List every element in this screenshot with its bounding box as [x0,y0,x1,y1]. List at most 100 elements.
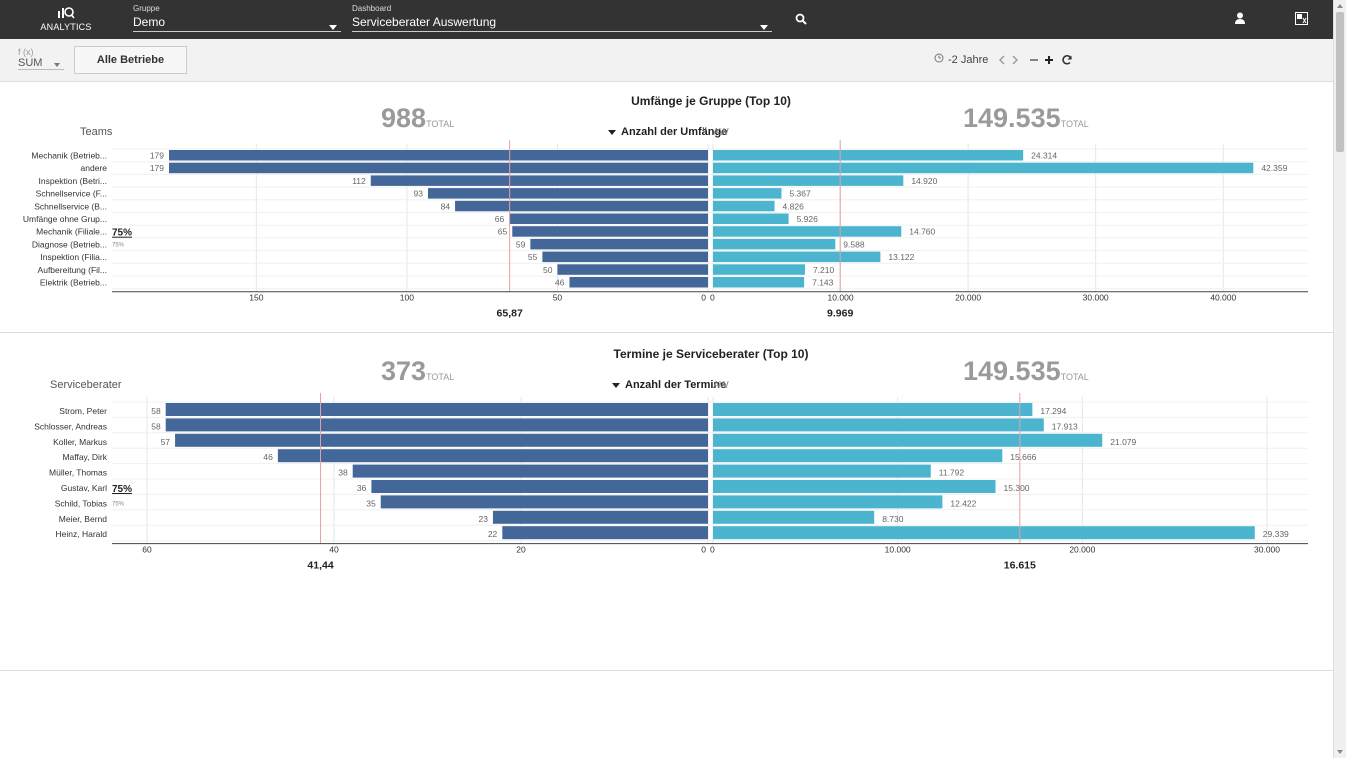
app-logo[interactable]: ANALYTICS [38,6,94,32]
period-label: -2 Jahre [948,53,989,66]
right-bar [713,226,902,237]
aggregate-select[interactable]: f (x) SUM [18,47,64,70]
left-tick-label: 0 [701,545,706,555]
right-tick-label: 0 [710,293,715,303]
dimension-label: Serviceberater [50,379,122,391]
category-label: Mechanik (Filiale... [36,227,107,237]
dashboard-select[interactable]: Dashboard Serviceberater Auswertung [352,4,772,32]
right-tick-label: 30.000 [1083,293,1109,303]
right-tick-label: 0 [710,545,715,555]
period-display[interactable]: -2 Jahre [934,53,988,66]
right-value-label: 15.300 [1004,483,1030,493]
category-label: Elektrik (Betrieb... [40,278,107,288]
right-bar [713,175,904,186]
category-label: andere [81,163,108,173]
scroll-up-icon[interactable] [1337,4,1343,8]
dashboard-label: Dashboard [352,4,392,13]
left-tick-label: 60 [142,545,152,555]
right-value-label: 4.826 [783,201,805,211]
zoom-in-icon[interactable] [1043,53,1055,65]
category-label: Diagnose (Betrieb... [32,239,107,249]
right-bar [713,418,1044,432]
right-tick-label: 40.000 [1210,293,1236,303]
caret-down-icon[interactable] [608,129,616,135]
right-total-value: 149.535 [963,356,1061,386]
dashboard-value[interactable]: Serviceberater Auswertung [352,15,772,32]
scroll-thumb[interactable] [1336,12,1344,152]
left-tick-label: 40 [329,545,339,555]
dashboard-chevron-down-icon[interactable] [760,25,768,30]
left-value-label: 66 [495,214,505,224]
left-bar [530,238,708,250]
left-bar [175,433,709,447]
right-average-label: 16.615 [1004,560,1036,572]
category-label: Müller, Thomas [49,468,107,478]
left-measure-selector[interactable]: Anzahl der Umfänge [608,126,727,138]
left-bar [169,162,708,174]
right-value-label: 14.760 [909,227,935,237]
search-icon[interactable] [795,12,809,26]
group-select[interactable]: Gruppe Demo [133,4,341,32]
group-value[interactable]: Demo [133,15,341,32]
category-label: Mechanik (Betrieb... [31,151,107,161]
right-value-label: 12.422 [950,498,976,508]
right-tick-label: 30.000 [1254,545,1280,555]
user-icon[interactable] [1234,12,1248,26]
group-chevron-down-icon[interactable] [329,25,337,30]
category-label: Koller, Markus [53,437,107,447]
right-value-label: 17.913 [1052,421,1078,431]
category-label: Umfänge ohne Grup... [23,214,107,224]
left-value-label: 58 [151,421,161,431]
caret-down-icon[interactable] [612,382,620,388]
left-value-label: 65 [498,227,508,237]
aggregate-value[interactable]: SUM [18,57,43,69]
butterfly-chart: Mechanik (Betrieb... 179 24.314 andere 179 42… [23,140,1308,320]
left-tick-label: 0 [701,293,706,303]
left-measure-label: Anzahl der Umfänge [621,126,728,138]
right-bar [713,264,805,275]
left-value-label: 58 [151,406,161,416]
right-value-label: 13.122 [888,252,914,262]
right-bar [713,526,1255,540]
right-bar [713,238,836,250]
zoom-out-icon[interactable] [1028,53,1040,65]
right-bar [713,495,943,509]
left-bar [165,403,708,416]
right-bar [713,213,789,224]
right-measure-label: AW [713,127,729,138]
right-bar [713,150,1024,161]
category-label: Heinz, Harald [56,529,108,539]
left-measure-selector[interactable]: Anzahl der Termine [612,379,726,391]
left-value-label: 179 [150,163,164,173]
translate-icon[interactable] [1295,12,1309,26]
left-value-label: 38 [338,468,348,478]
next-period-icon[interactable] [1010,53,1022,65]
left-bar [380,495,708,509]
left-bar [371,480,708,493]
vertical-scrollbar[interactable] [1333,0,1346,758]
left-total: 373TOTAL [381,356,455,386]
right-average-label: 9.969 [827,308,853,320]
right-value-label: 14.920 [911,176,937,186]
refresh-icon[interactable] [1061,53,1073,65]
right-bar [713,510,875,524]
quantile-small-label: 75% [112,242,125,248]
all-betriebe-button[interactable]: Alle Betriebe [74,46,187,74]
right-value-label: 9.588 [843,239,865,249]
right-value-label: 29.339 [1263,529,1289,539]
scroll-down-icon[interactable] [1337,750,1343,754]
left-bar [512,226,708,237]
aggregate-chevron-down-icon[interactable] [54,63,60,67]
left-bar [502,526,708,540]
right-value-label: 5.926 [797,214,819,224]
right-bar [713,480,996,493]
chart-title: Umfänge je Gruppe (Top 10) [631,94,791,108]
left-bar [569,277,708,288]
right-bar [713,403,1033,416]
category-label: Schnellservice (B... [34,201,107,211]
category-label: Inspektion (Betri... [38,176,107,186]
chart-title: Termine je Serviceberater (Top 10) [613,347,809,361]
right-tick-label: 10.000 [828,293,854,303]
left-value-label: 84 [441,201,451,211]
previous-period-icon[interactable] [997,53,1009,65]
